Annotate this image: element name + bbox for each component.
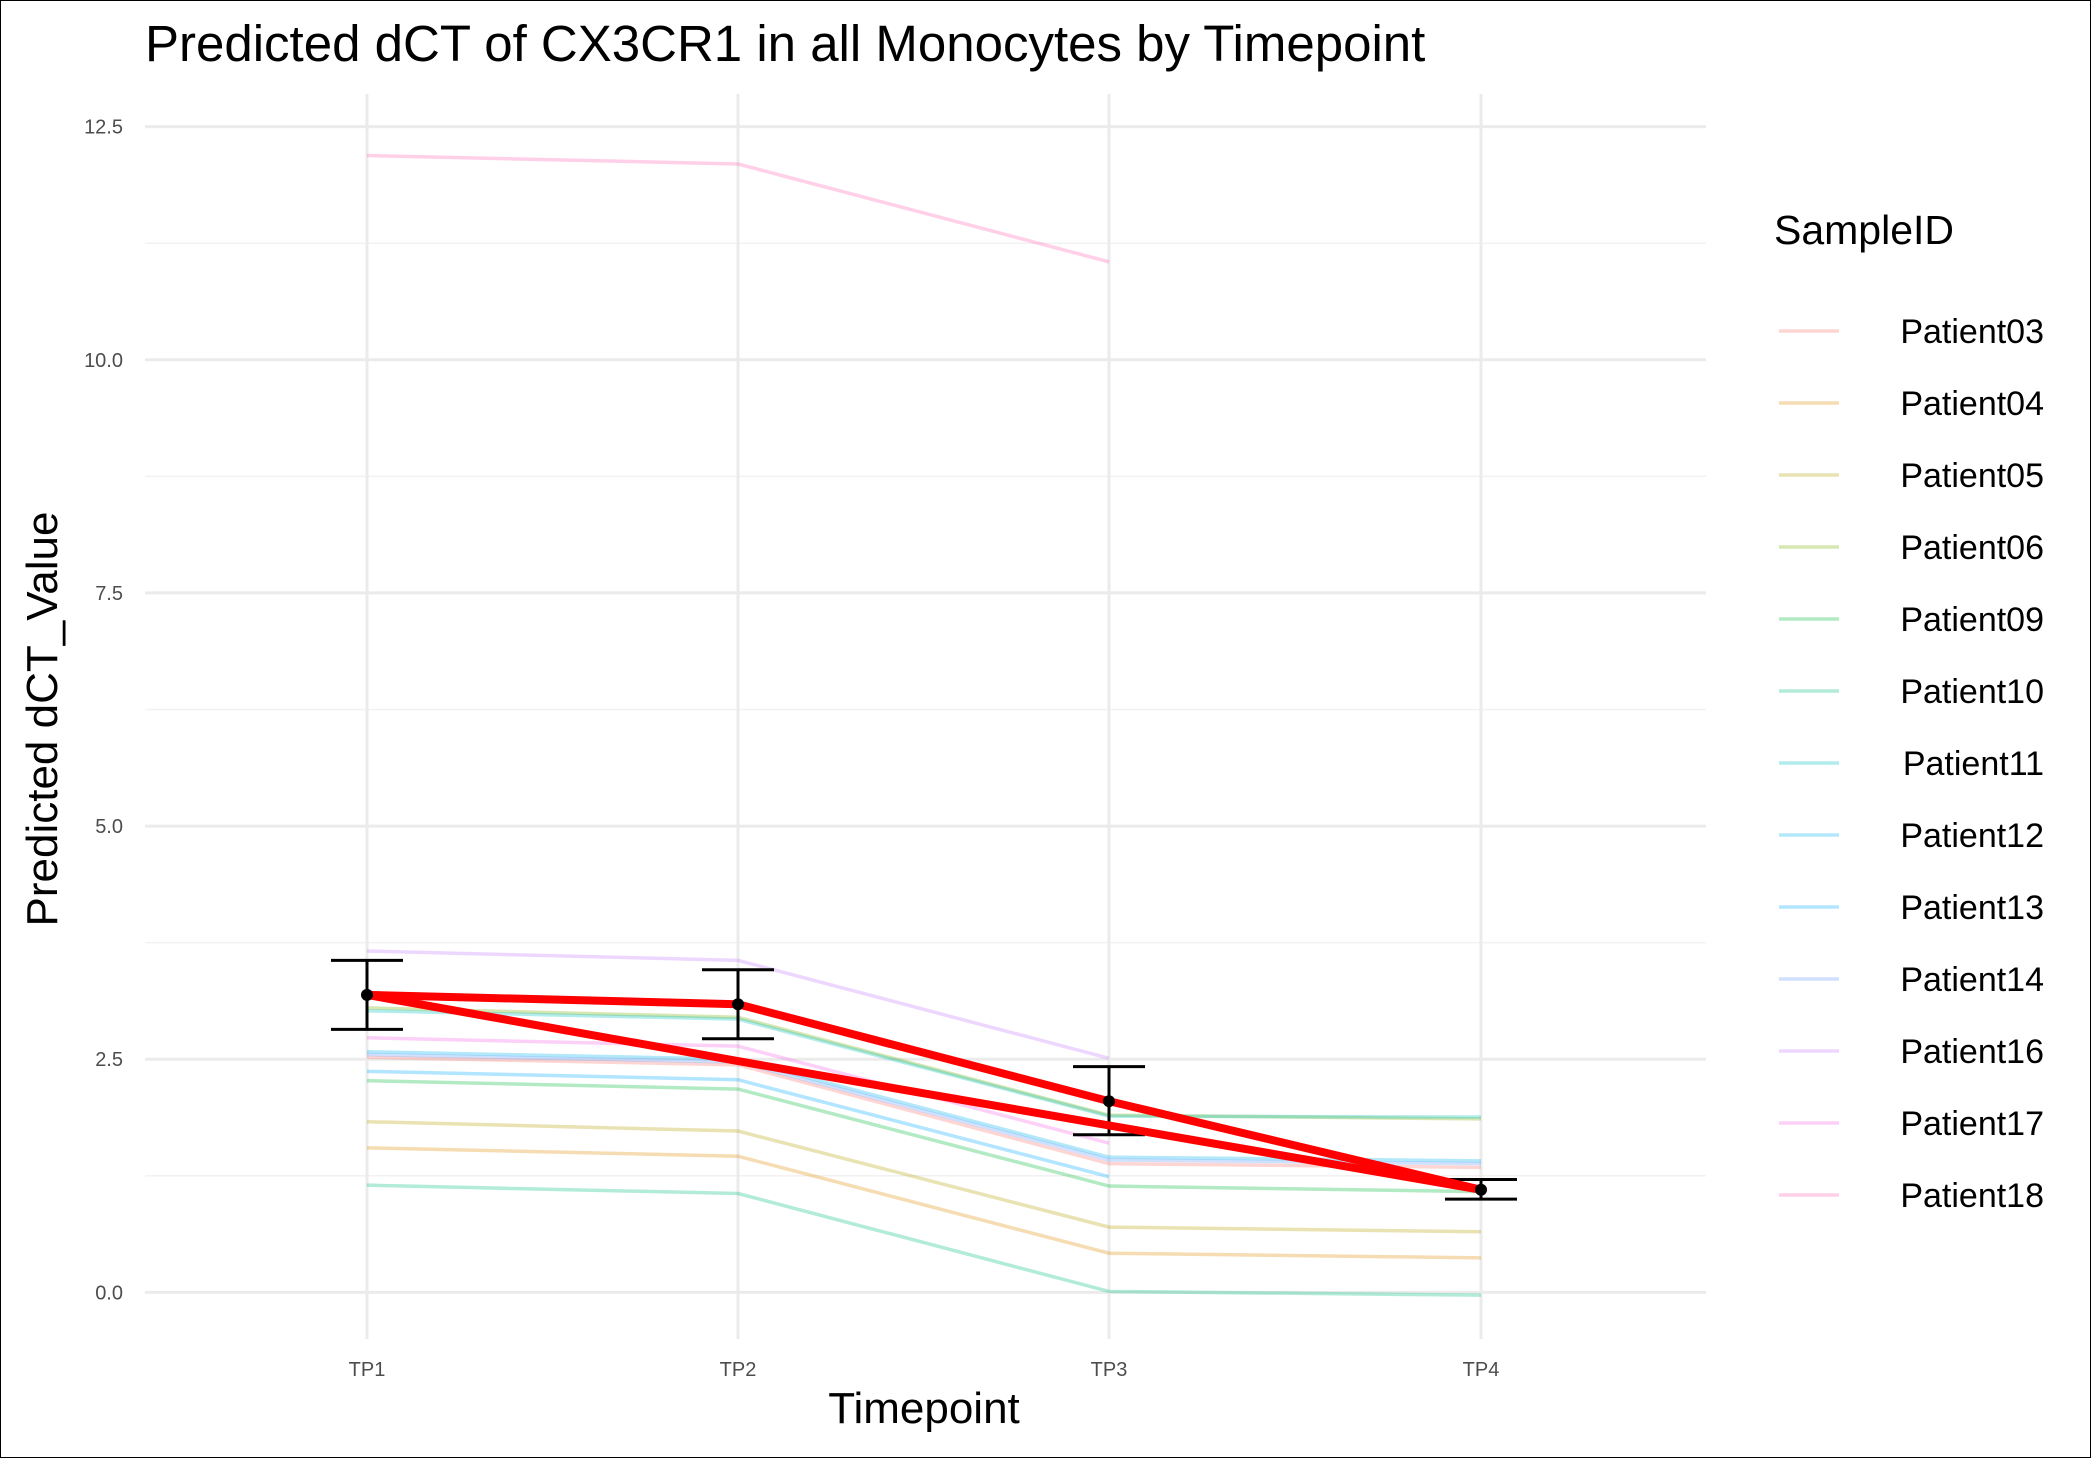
patient-series-lines (366, 153, 1482, 1297)
x-tick-label: TP2 (720, 1359, 757, 1381)
y-tick-label: 7.5 (95, 583, 123, 605)
y-tick-label: 0.0 (95, 1282, 123, 1304)
legend-label: Patient14 (1900, 961, 2044, 999)
series-line (366, 949, 1110, 1060)
series-line (366, 1119, 1482, 1234)
legend: SampleID Patient03Patient04Patient05Pati… (1774, 207, 2044, 1215)
series-line (366, 1146, 1482, 1260)
mean-point (361, 988, 373, 1001)
legend-label: Patient16 (1900, 1033, 2044, 1071)
legend-label: Patient05 (1900, 457, 2044, 495)
series-line (366, 1036, 1110, 1145)
legend-label: Patient03 (1900, 313, 2044, 351)
series-line (366, 1078, 1482, 1194)
legend-label: Patient11 (1903, 745, 2044, 783)
y-tick-label: 5.0 (95, 816, 123, 838)
legend-label: Patient06 (1900, 529, 2044, 567)
legend-title: SampleID (1774, 207, 1954, 253)
series-line (366, 1055, 1482, 1170)
y-tick-label: 12.5 (84, 117, 123, 139)
legend-label: Patient10 (1900, 673, 2044, 711)
legend-label: Patient17 (1900, 1105, 2044, 1143)
fit-line (363, 990, 1485, 1194)
legend-items: Patient03 Patient04 Patient05 Patient06 Pati… (1779, 313, 2044, 1215)
series-line (366, 1008, 1482, 1119)
legend-label: Patient04 (1900, 385, 2044, 423)
legend-label: Patient12 (1900, 817, 2044, 855)
y-tick-label: 10.0 (84, 350, 123, 372)
y-axis-title: Predicted dCT_Value (18, 512, 67, 927)
legend-label: Patient13 (1900, 889, 2044, 927)
mean-point (1475, 1183, 1487, 1196)
x-tick-label: TP1 (349, 1359, 386, 1381)
series-line (366, 153, 1110, 264)
series-line (366, 1069, 1110, 1179)
y-tick-label: 2.5 (95, 1049, 123, 1071)
y-axis-ticks: 0.0 2.5 5.0 7.5 10.0 12.5 (84, 117, 123, 1305)
mean-point (1103, 1095, 1115, 1108)
mean-point (732, 998, 744, 1011)
legend-label: Patient18 (1900, 1177, 2044, 1215)
x-axis-title: Timepoint (828, 1384, 1020, 1433)
series-line (366, 1006, 1482, 1121)
series-line (366, 1183, 1482, 1297)
x-tick-label: TP3 (1091, 1359, 1128, 1381)
legend-label: Patient09 (1900, 601, 2044, 639)
x-tick-label: TP4 (1463, 1359, 1500, 1381)
chart-title: Predicted dCT of CX3CR1 in all Monocytes… (145, 15, 1425, 72)
series-line (366, 1052, 1482, 1166)
x-axis-ticks: TP1 TP2 TP3 TP4 (349, 1359, 1500, 1381)
fit-line (363, 990, 1485, 1194)
grid-lines (145, 94, 1706, 1339)
red-fit-lines (361, 988, 1487, 1196)
